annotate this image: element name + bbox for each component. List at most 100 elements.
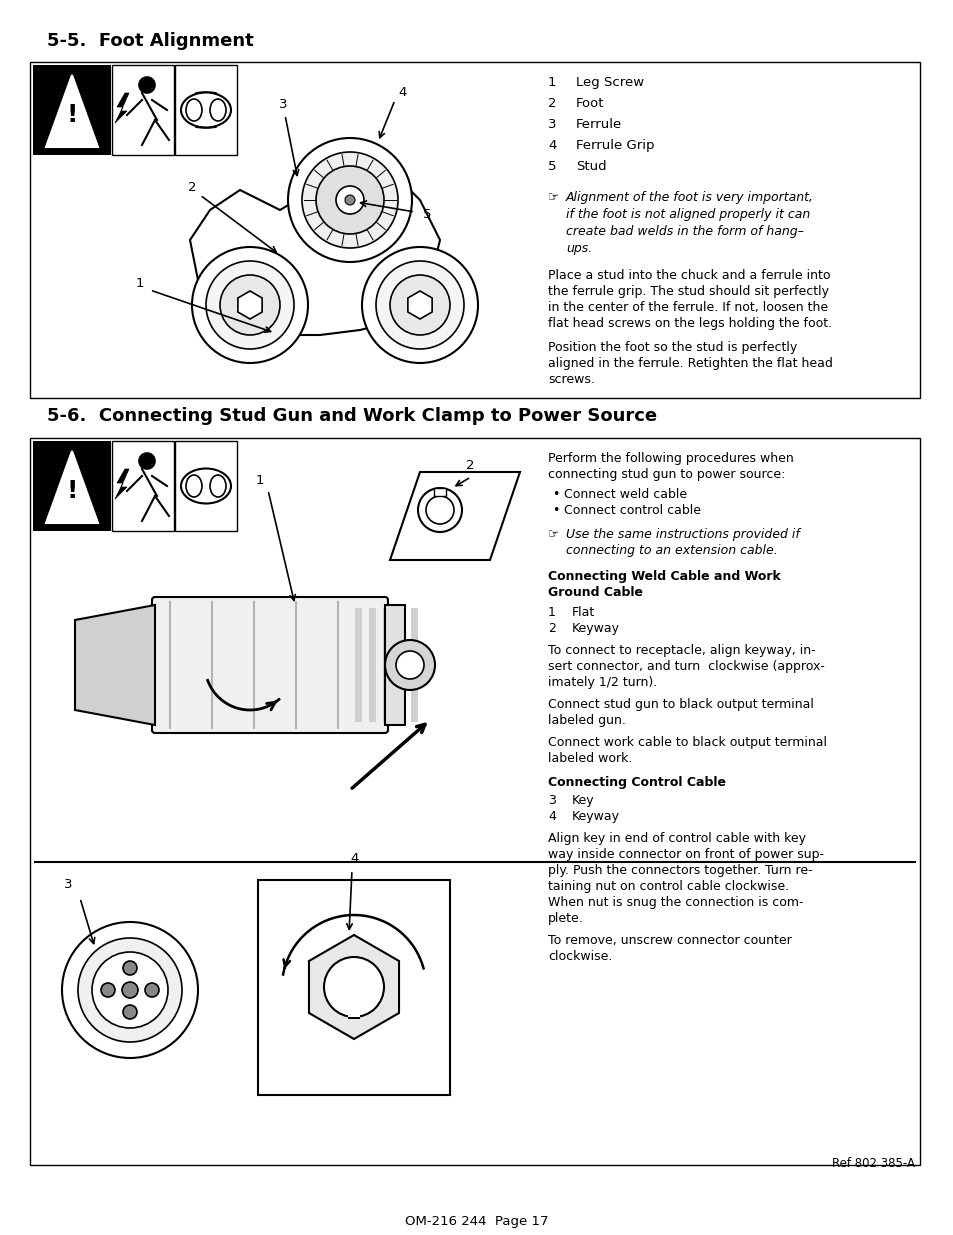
Text: taining nut on control cable clockwise.: taining nut on control cable clockwise. xyxy=(547,881,788,893)
Text: 5-5.  Foot Alignment: 5-5. Foot Alignment xyxy=(47,32,253,49)
Circle shape xyxy=(91,952,168,1028)
Ellipse shape xyxy=(186,99,202,121)
Circle shape xyxy=(139,453,154,469)
Circle shape xyxy=(101,983,115,997)
Text: •: • xyxy=(552,504,558,517)
Circle shape xyxy=(324,957,384,1016)
Bar xyxy=(385,605,405,725)
Polygon shape xyxy=(408,291,432,319)
Bar xyxy=(33,441,111,531)
Text: 3: 3 xyxy=(278,98,287,110)
Text: 4: 4 xyxy=(398,85,407,99)
Text: Position the foot so the stud is perfectly: Position the foot so the stud is perfect… xyxy=(547,341,797,354)
Ellipse shape xyxy=(210,99,226,121)
Circle shape xyxy=(335,186,364,214)
Text: Connect stud gun to black output terminal: Connect stud gun to black output termina… xyxy=(547,698,813,711)
Text: !: ! xyxy=(67,103,77,127)
Text: 3: 3 xyxy=(64,878,72,892)
Text: Keyway: Keyway xyxy=(572,810,619,823)
Bar xyxy=(30,438,919,1165)
Text: the ferrule grip. The stud should sit perfectly: the ferrule grip. The stud should sit pe… xyxy=(547,285,828,298)
Ellipse shape xyxy=(210,475,226,496)
Text: 4: 4 xyxy=(547,140,556,152)
Circle shape xyxy=(302,152,397,248)
Bar xyxy=(174,441,236,531)
Text: To remove, unscrew connector counter: To remove, unscrew connector counter xyxy=(547,934,791,947)
Text: way inside connector on front of power sup-: way inside connector on front of power s… xyxy=(547,848,823,861)
Text: connecting to an extension cable.: connecting to an extension cable. xyxy=(565,543,777,557)
Text: Place a stud into the chuck and a ferrule into: Place a stud into the chuck and a ferrul… xyxy=(547,269,830,282)
Text: flat head screws on the legs holding the foot.: flat head screws on the legs holding the… xyxy=(547,317,831,330)
Ellipse shape xyxy=(181,93,231,127)
Bar xyxy=(112,441,173,531)
Polygon shape xyxy=(46,451,98,522)
Text: Foot: Foot xyxy=(576,98,604,110)
Text: 2: 2 xyxy=(465,458,474,472)
Text: Perform the following procedures when: Perform the following procedures when xyxy=(547,452,793,466)
FancyBboxPatch shape xyxy=(152,597,388,734)
Text: Align key in end of control cable with key: Align key in end of control cable with k… xyxy=(547,832,805,845)
Text: 5: 5 xyxy=(422,207,431,221)
Text: plete.: plete. xyxy=(547,911,583,925)
Text: OM-216 244  Page 17: OM-216 244 Page 17 xyxy=(405,1215,548,1228)
Circle shape xyxy=(315,165,384,233)
Text: Connect control cable: Connect control cable xyxy=(563,504,700,517)
Polygon shape xyxy=(390,472,519,559)
Bar xyxy=(174,65,236,156)
Polygon shape xyxy=(75,605,154,725)
Text: 4: 4 xyxy=(547,810,556,823)
Circle shape xyxy=(417,488,461,532)
Text: ☞: ☞ xyxy=(547,529,558,541)
Text: ☞: ☞ xyxy=(547,191,558,204)
Circle shape xyxy=(139,77,154,93)
Circle shape xyxy=(375,261,463,350)
Bar xyxy=(369,608,375,722)
Text: When nut is snug the connection is com-: When nut is snug the connection is com- xyxy=(547,897,802,909)
Circle shape xyxy=(145,983,159,997)
Text: •: • xyxy=(552,488,558,501)
Text: ups.: ups. xyxy=(565,242,592,254)
Text: in the center of the ferrule. If not, loosen the: in the center of the ferrule. If not, lo… xyxy=(547,301,827,314)
Polygon shape xyxy=(237,291,262,319)
Text: clockwise.: clockwise. xyxy=(547,950,612,963)
Circle shape xyxy=(123,1005,137,1019)
Circle shape xyxy=(192,247,308,363)
Circle shape xyxy=(426,496,454,524)
Bar xyxy=(411,608,417,722)
Text: labeled work.: labeled work. xyxy=(547,752,632,764)
Polygon shape xyxy=(115,93,129,124)
Text: Connect weld cable: Connect weld cable xyxy=(563,488,686,501)
Text: 3: 3 xyxy=(547,119,556,131)
Circle shape xyxy=(78,939,182,1042)
Text: sert connector, and turn  clockwise (approx-: sert connector, and turn clockwise (appr… xyxy=(547,659,824,673)
Text: 1: 1 xyxy=(547,77,556,89)
Circle shape xyxy=(122,982,138,998)
Text: imately 1/2 turn).: imately 1/2 turn). xyxy=(547,676,657,689)
Text: Leg Screw: Leg Screw xyxy=(576,77,643,89)
Polygon shape xyxy=(46,75,98,147)
Text: Alignment of the foot is very important,: Alignment of the foot is very important, xyxy=(565,191,813,204)
Text: aligned in the ferrule. Retighten the flat head: aligned in the ferrule. Retighten the fl… xyxy=(547,357,832,370)
Ellipse shape xyxy=(186,475,202,496)
Text: 2: 2 xyxy=(547,622,556,635)
Polygon shape xyxy=(434,488,446,496)
Text: 5: 5 xyxy=(547,161,556,173)
Text: Connect work cable to black output terminal: Connect work cable to black output termi… xyxy=(547,736,826,748)
Text: 2: 2 xyxy=(547,98,556,110)
Bar xyxy=(355,608,361,722)
Bar xyxy=(396,608,403,722)
Text: Keyway: Keyway xyxy=(572,622,619,635)
Polygon shape xyxy=(190,161,439,335)
Circle shape xyxy=(288,138,412,262)
Circle shape xyxy=(220,275,280,335)
Bar xyxy=(112,65,173,156)
Text: ply. Push the connectors together. Turn re-: ply. Push the connectors together. Turn … xyxy=(547,864,812,877)
Text: Connecting Weld Cable and Work: Connecting Weld Cable and Work xyxy=(547,571,780,583)
Text: 3: 3 xyxy=(547,794,556,806)
Circle shape xyxy=(206,261,294,350)
Circle shape xyxy=(385,640,435,690)
Circle shape xyxy=(345,195,355,205)
Text: if the foot is not aligned properly it can: if the foot is not aligned properly it c… xyxy=(565,207,809,221)
Text: screws.: screws. xyxy=(547,373,595,387)
Bar xyxy=(382,608,390,722)
